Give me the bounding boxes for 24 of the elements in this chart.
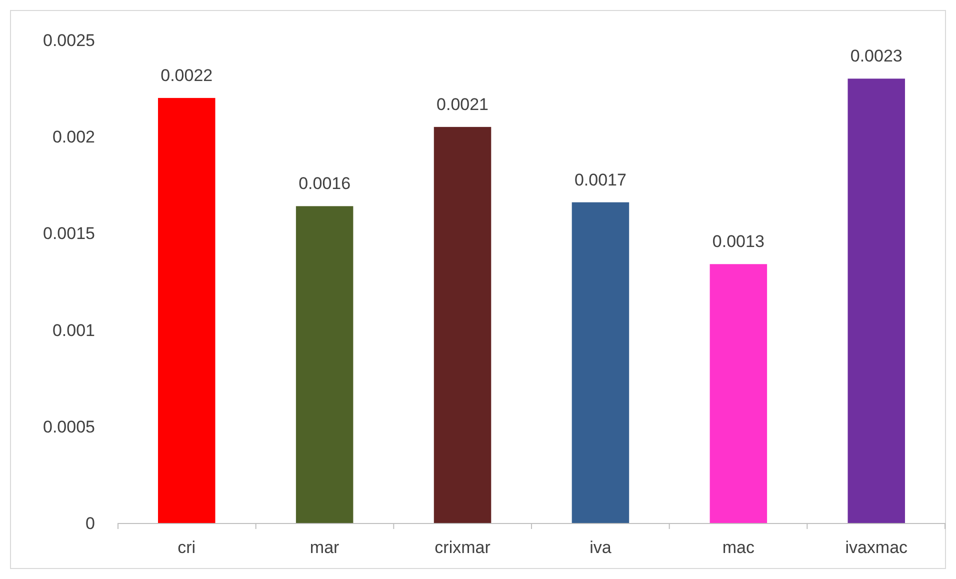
data-label: 0.0016 — [298, 174, 351, 194]
data-label: 0.0017 — [574, 170, 626, 190]
y-tick-label: 0.002 — [52, 128, 95, 147]
y-tick-label: 0.0015 — [43, 224, 95, 244]
data-label: 0.0022 — [160, 66, 213, 85]
bar — [848, 78, 905, 523]
bar — [572, 202, 630, 523]
bar — [296, 206, 354, 523]
bar — [710, 264, 768, 523]
data-label: 0.0023 — [850, 46, 902, 66]
data-label: 0.0021 — [436, 94, 489, 114]
x-tick-label: cri — [178, 538, 196, 557]
x-tick-label: mar — [310, 538, 340, 557]
y-tick-label: 0.0025 — [43, 30, 95, 50]
y-tick-label: 0.0005 — [43, 417, 95, 436]
y-tick-label: 0 — [86, 514, 95, 533]
bar — [434, 126, 492, 523]
x-tick-label: iva — [590, 538, 612, 557]
x-tick-label: crixmar — [434, 538, 491, 557]
bar — [158, 98, 216, 523]
x-tick-label: ivaxmac — [845, 538, 908, 557]
data-label: 0.0013 — [712, 232, 764, 252]
x-tick-label: mac — [722, 538, 755, 557]
y-tick-label: 0.001 — [52, 320, 95, 340]
